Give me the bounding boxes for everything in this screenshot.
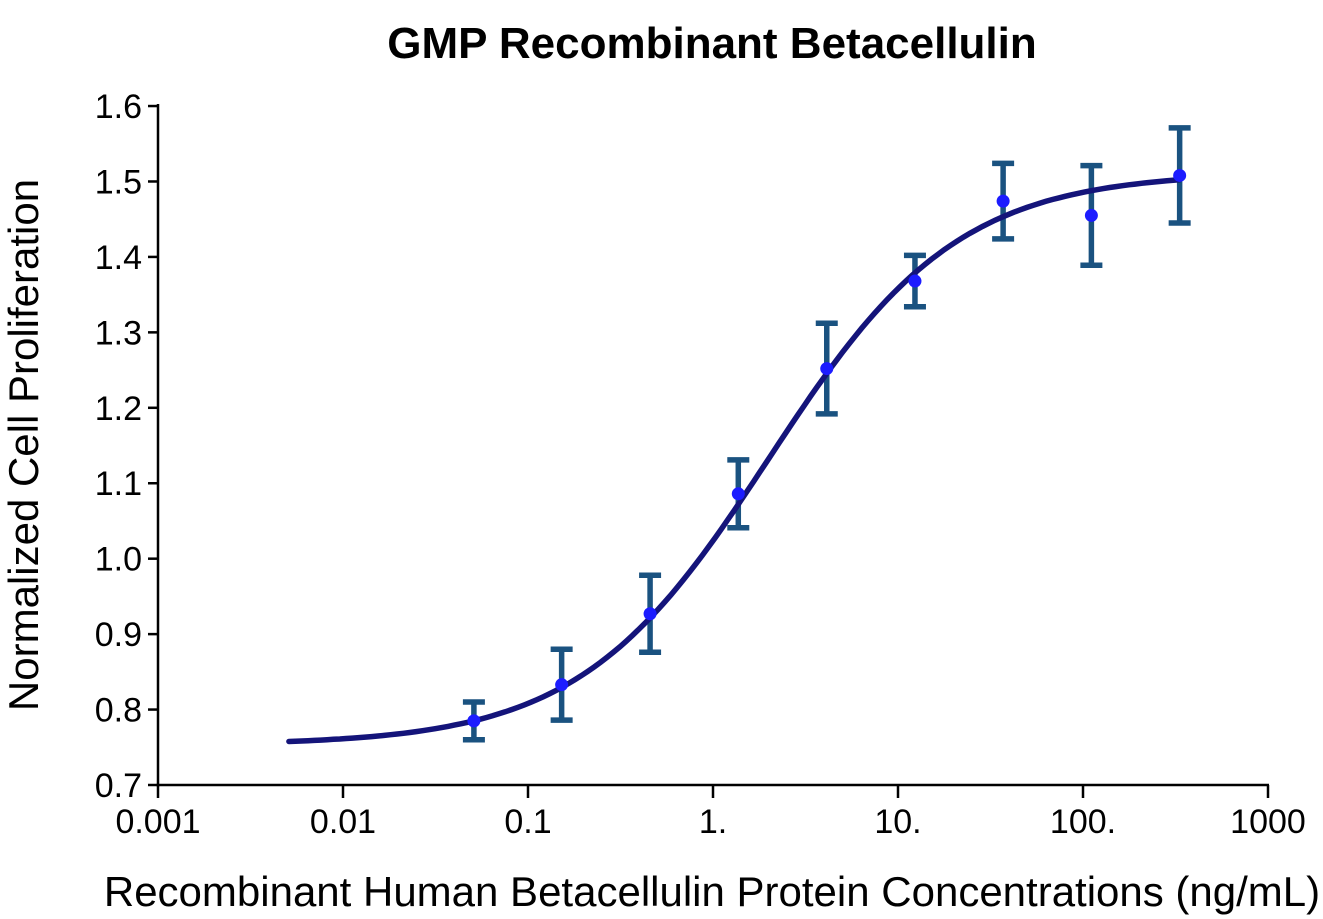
y-axis-label: Normalized Cell Proliferation bbox=[0, 179, 47, 711]
y-tick-label: 1.3 bbox=[95, 314, 142, 352]
y-tick-label: 1.0 bbox=[95, 541, 142, 579]
error-bars-layer bbox=[462, 125, 1191, 743]
data-point-marker bbox=[996, 194, 1010, 208]
axes-layer: 0.001 0.01 0.1 1. 10. 100. 1000 0.7 0.8 0.9 1.0 1.1… bbox=[95, 88, 1306, 841]
data-points-layer bbox=[467, 168, 1187, 728]
y-tick-label: 1.4 bbox=[95, 239, 142, 277]
x-tick-label: 10. bbox=[874, 803, 921, 841]
data-point-marker bbox=[731, 487, 745, 501]
x-tick-label: 100. bbox=[1050, 803, 1116, 841]
data-point-marker bbox=[1173, 168, 1187, 182]
y-tick-label: 0.9 bbox=[95, 616, 142, 654]
x-tick-label: 0.01 bbox=[310, 803, 376, 841]
y-tick-label: 0.8 bbox=[95, 692, 142, 730]
x-tick-label: 0.1 bbox=[504, 803, 551, 841]
x-tick-label: 0.001 bbox=[115, 803, 200, 841]
data-point-marker bbox=[908, 274, 922, 288]
x-tick-label: 1000 bbox=[1230, 803, 1306, 841]
data-point-marker bbox=[467, 714, 481, 728]
fit-curve-layer bbox=[286, 176, 1183, 745]
data-point-marker bbox=[643, 607, 657, 621]
x-tick-label: 1. bbox=[699, 803, 727, 841]
y-tick-label: 1.5 bbox=[95, 163, 142, 201]
y-tick-label: 1.2 bbox=[95, 390, 142, 428]
data-point-marker bbox=[820, 362, 834, 376]
y-tick-label: 1.1 bbox=[95, 465, 142, 503]
y-tick-label: 0.7 bbox=[95, 767, 142, 805]
chart-title: GMP Recombinant Betacellulin bbox=[387, 19, 1037, 68]
fit-curve bbox=[286, 176, 1183, 745]
data-point-marker bbox=[555, 678, 569, 692]
y-tick-label: 1.6 bbox=[95, 88, 142, 126]
x-axis-label: Recombinant Human Betacellulin Protein C… bbox=[104, 868, 1320, 915]
data-point-marker bbox=[1084, 208, 1098, 222]
